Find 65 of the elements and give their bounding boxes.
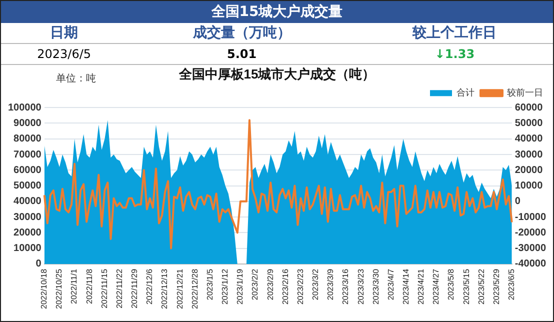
x-tick-label: 2023/1/5 (205, 268, 214, 300)
text: 成交量（万吨） (127, 23, 356, 44)
y-tick-label: 60000 (14, 164, 42, 176)
text: 日期 (1, 23, 128, 44)
x-tick-label: 2022/12/21 (175, 268, 184, 310)
text: 单位：吨 (56, 72, 96, 85)
y2-tick-label: 20000 (514, 164, 544, 176)
x-tick-label: 2023/3/23 (356, 268, 366, 305)
x-tick-label: 2022/10/18 (40, 268, 49, 310)
x-tick-label: 2022/12/13 (160, 268, 170, 310)
text: ↓1.33 (356, 44, 553, 64)
x-tick-label: 2022/12/6 (145, 268, 154, 305)
x-tick-label: 2022/10/25 (54, 268, 64, 310)
y-tick-label: 90000 (14, 118, 42, 129)
x-tick-label: 2023/5/29 (492, 268, 501, 305)
y-tick-label: 10000 (14, 243, 42, 254)
x-tick-label: 2023/4/14 (402, 268, 410, 305)
y2-tick-label: -40000 (514, 258, 546, 270)
x-tick-label: 2023/2/9 (266, 268, 275, 300)
legend-label: 合计 (456, 88, 474, 98)
x-tick-label: 2023/1/19 (236, 268, 245, 305)
y2-tick-label: 30000 (514, 149, 544, 160)
text: 5.01 (127, 44, 356, 64)
x-tick-label: 2023/4/7 (386, 268, 396, 300)
text: 全国15城大户成交量 (1, 1, 553, 23)
x-tick-label: 2023/3/16 (341, 268, 350, 305)
legend-label: 较前一日 (507, 88, 543, 98)
y2-tick-label: 60000 (514, 102, 544, 114)
x-tick-label: 2023/5/15 (462, 268, 471, 305)
y-tick-label: 80000 (14, 134, 42, 145)
y-tick-label: 50000 (14, 180, 42, 192)
y-tick-label: 0 (36, 258, 42, 270)
y2-tick-label: 10000 (514, 180, 544, 192)
x-tick-label: 2023/3/30 (371, 268, 380, 305)
y-tick-label: 100000 (8, 102, 42, 114)
y2-tick-label: -10000 (514, 212, 546, 223)
x-tick-label: 2022/11/8 (84, 268, 94, 304)
x-tick-label: 2022/11/15 (100, 268, 109, 308)
y2-tick-label: 40000 (514, 134, 544, 145)
text: 2023/6/5 (1, 44, 128, 64)
y-tick-label: 30000 (14, 212, 42, 223)
y2-tick-label: 50000 (514, 118, 544, 129)
x-tick-label: 2023/6/5 (507, 268, 516, 300)
y2-tick-label: 0 (514, 196, 521, 208)
x-tick-label: 2022/12/28 (190, 268, 200, 310)
x-tick-label: 2023/5/22 (476, 268, 486, 305)
chart-title: 全国中厚板15城市大户成交（吨） (178, 66, 376, 82)
x-tick-label: 2023/3/9 (326, 268, 336, 300)
x-tick-label: 2022/11/22 (114, 268, 124, 308)
x-tick-label: 2022/11/1 (70, 268, 79, 304)
x-tick-label: 2022/11/29 (130, 268, 140, 308)
y2-tick-label: -30000 (514, 243, 546, 254)
x-tick-label: 2023/3/2 (311, 268, 320, 300)
x-tick-label: 2023/2/2 (250, 268, 260, 300)
x-tick-label: 2023/2/16 (280, 268, 290, 305)
text: 较上个工作日 (356, 23, 553, 44)
y-tick-label: 40000 (14, 196, 42, 208)
x-tick-label: 2023/5/8 (446, 268, 456, 300)
y2-tick-label: -20000 (514, 227, 546, 238)
x-tick-label: 2023/2/23 (296, 268, 305, 305)
x-tick-label: 2023/1/12 (220, 268, 230, 305)
y-tick-label: 70000 (14, 149, 42, 160)
x-tick-label: 2023/4/21 (416, 268, 426, 305)
y-tick-label: 20000 (14, 227, 42, 238)
x-tick-label: 2023/4/27 (432, 268, 441, 305)
